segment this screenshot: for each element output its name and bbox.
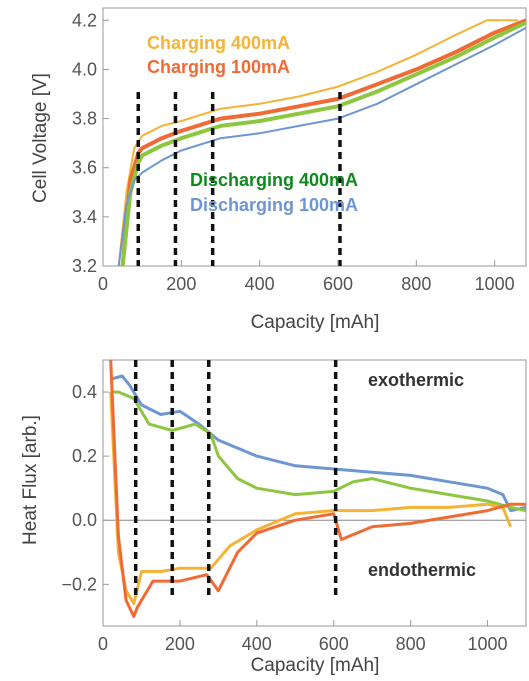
voltage-x-tick-label: 1000 bbox=[475, 274, 515, 294]
heat-flux-series-line bbox=[109, 359, 526, 618]
heat-flux-x-tick-label: 1000 bbox=[468, 634, 508, 654]
heat-flux-series-line bbox=[110, 374, 527, 513]
legend-discharging-100: Discharging 100mA bbox=[190, 195, 358, 215]
heat-flux-marker-group bbox=[133, 360, 338, 600]
voltage-x-ticks: 0 200 400 600 800 1000 bbox=[98, 260, 515, 294]
heat-flux-x-tick-label: 600 bbox=[319, 634, 349, 654]
heat-flux-plot-frame bbox=[102, 359, 527, 627]
heat-flux-x-tick-label: 200 bbox=[165, 634, 195, 654]
voltage-plot-frame bbox=[102, 7, 527, 267]
heat-flux-x-tick-label: 0 bbox=[98, 634, 108, 654]
heat-flux-y-tick-label: 0.2 bbox=[72, 446, 97, 466]
heat-flux-y-tick-label: −0.2 bbox=[61, 574, 97, 594]
voltage-y-tick-label: 4.0 bbox=[72, 59, 97, 79]
voltage-x-tick-label: 400 bbox=[245, 274, 275, 294]
voltage-x-tick-label: 600 bbox=[323, 274, 353, 294]
voltage-y-tick-label: 3.6 bbox=[72, 158, 97, 178]
voltage-marker-group bbox=[136, 92, 342, 266]
heat-flux-series-line bbox=[109, 391, 512, 606]
heat-flux-x-axis-title: Capacity [mAh] bbox=[251, 655, 380, 676]
heat-flux-panel: 0 200 400 600 800 1000 −0.2 0.0 0.2 0.4 Capacity… bbox=[20, 359, 527, 676]
voltage-series-line bbox=[120, 20, 527, 267]
annotation-endothermic: endothermic bbox=[368, 560, 476, 580]
heat-flux-x-tick-label: 400 bbox=[242, 634, 272, 654]
legend-charging-400: Charging 400mA bbox=[147, 33, 290, 53]
legend-charging-100: Charging 100mA bbox=[147, 57, 290, 77]
voltage-y-tick-label: 4.2 bbox=[72, 10, 97, 30]
voltage-x-tick-label: 800 bbox=[401, 274, 431, 294]
voltage-y-tick-label: 3.4 bbox=[72, 207, 97, 227]
voltage-panel: 0 200 400 600 800 1000 3.2 3.4 3.6 3.8 4.0 4.2 Cap… bbox=[30, 7, 527, 333]
heat-flux-x-tick-label: 800 bbox=[396, 634, 426, 654]
heat-flux-y-tick-label: 0.0 bbox=[72, 510, 97, 530]
voltage-y-ticks: 3.2 3.4 3.6 3.8 4.0 4.2 bbox=[72, 10, 109, 276]
heat-flux-series-group bbox=[109, 359, 527, 618]
annotation-exothermic: exothermic bbox=[368, 370, 464, 390]
heat-flux-y-tick-label: 0.4 bbox=[72, 382, 97, 402]
legend-discharging-400: Discharging 400mA bbox=[190, 170, 358, 190]
heat-flux-series-line bbox=[110, 390, 527, 513]
voltage-series-line bbox=[120, 18, 527, 267]
voltage-y-tick-label: 3.8 bbox=[72, 109, 97, 129]
voltage-y-axis-title: Cell Voltage [V] bbox=[30, 73, 51, 203]
voltage-y-tick-label: 3.2 bbox=[72, 256, 97, 276]
heat-flux-x-ticks: 0 200 400 600 800 1000 bbox=[98, 620, 508, 654]
heat-flux-y-ticks: −0.2 0.0 0.2 0.4 bbox=[61, 382, 109, 594]
heat-flux-y-axis-title: Heat Flux [arb.] bbox=[20, 415, 41, 545]
voltage-x-tick-label: 0 bbox=[98, 274, 108, 294]
voltage-x-axis-title: Capacity [mAh] bbox=[251, 312, 380, 333]
voltage-x-tick-label: 200 bbox=[166, 274, 196, 294]
